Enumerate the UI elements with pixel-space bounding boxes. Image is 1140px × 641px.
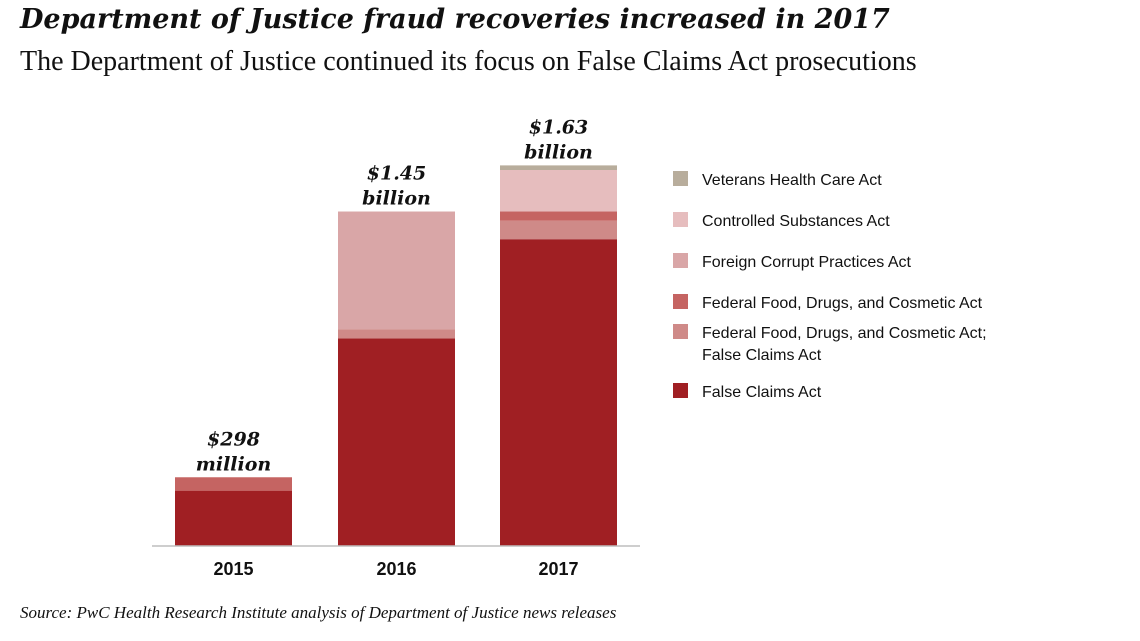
legend-swatch-2 bbox=[673, 294, 688, 309]
legend-swatch-5 bbox=[673, 171, 688, 186]
x-tick-label-2016: 2016 bbox=[376, 559, 416, 579]
legend-label-5: Veterans Health Care Act bbox=[702, 172, 882, 189]
bar-segment-2016-s1 bbox=[338, 329, 455, 339]
source-note: Source: PwC Health Research Institute an… bbox=[20, 603, 617, 622]
legend: Veterans Health Care Act Controlled Subst… bbox=[673, 171, 987, 401]
bar-segment-2016-s3 bbox=[338, 211, 455, 330]
legend-label-4: Controlled Substances Act bbox=[702, 213, 890, 230]
legend-label-1-line2: False Claims Act bbox=[702, 347, 822, 364]
total-label-2015-unit: million bbox=[196, 453, 271, 475]
total-label-2016-amount: $1.45 bbox=[367, 163, 427, 185]
total-label-2017-unit: billion bbox=[524, 141, 593, 163]
bar-segment-2017-s2 bbox=[500, 211, 617, 221]
total-label-2016-unit: billion bbox=[362, 188, 431, 210]
chart-title: Department of Justice fraud recoveries i… bbox=[20, 4, 890, 35]
bar-segment-2017-s5 bbox=[500, 165, 617, 170]
x-tick-label-2015: 2015 bbox=[213, 559, 253, 579]
total-label-2017-amount: $1.63 bbox=[529, 116, 589, 138]
chart-subtitle: The Department of Justice continued its … bbox=[20, 46, 917, 77]
bar-segment-2017-s4 bbox=[500, 170, 617, 212]
legend-swatch-1 bbox=[673, 324, 688, 339]
legend-swatch-0 bbox=[673, 383, 688, 398]
bar-segment-2015-s2 bbox=[175, 477, 292, 491]
legend-label-1-line1: Federal Food, Drugs, and Cosmetic Act; bbox=[702, 325, 987, 342]
legend-label-0: False Claims Act bbox=[702, 384, 822, 401]
x-tick-label-2017: 2017 bbox=[538, 559, 578, 579]
bar-segment-2016-s0 bbox=[338, 338, 455, 546]
bar-segment-2017-s0 bbox=[500, 239, 617, 546]
bar-total-labels: $298 million $1.45 billion $1.63 billion bbox=[196, 116, 593, 475]
bar-segment-2017-s1 bbox=[500, 220, 617, 240]
legend-label-2: Federal Food, Drugs, and Cosmetic Act bbox=[702, 295, 983, 312]
bars-group bbox=[175, 165, 617, 546]
legend-swatch-3 bbox=[673, 253, 688, 268]
x-axis-labels: 2015 2016 2017 bbox=[213, 559, 578, 579]
legend-swatch-4 bbox=[673, 212, 688, 227]
legend-label-3: Foreign Corrupt Practices Act bbox=[702, 254, 912, 271]
bar-segment-2015-s0 bbox=[175, 490, 292, 546]
total-label-2015-amount: $298 bbox=[207, 428, 260, 450]
